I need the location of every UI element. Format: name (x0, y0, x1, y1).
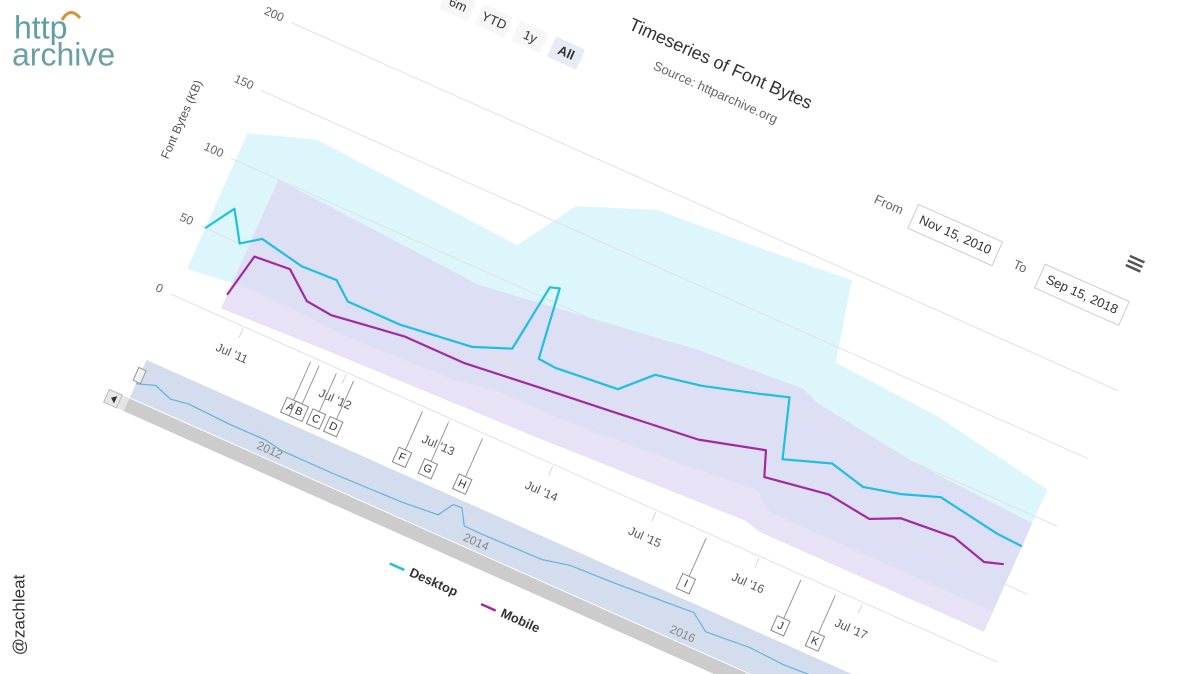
range-band (221, 179, 1033, 632)
scrollbar-arrow-icon (111, 396, 118, 404)
flag-label: B (293, 405, 305, 419)
scrollbar-thumb[interactable] (123, 398, 938, 674)
x-tick (857, 603, 863, 614)
flag-label: J (775, 620, 785, 633)
y-tick-label: 50 (178, 210, 196, 228)
flag-pole (293, 361, 312, 401)
flag-box (451, 473, 473, 495)
logo-arc (60, 11, 82, 21)
flag-label: F (396, 451, 407, 465)
flag-pole (318, 373, 337, 412)
grid-line (170, 293, 998, 663)
from-input[interactable] (907, 203, 1004, 267)
flag-pole (336, 380, 355, 420)
x-tick (651, 512, 657, 522)
flag-pole (688, 537, 707, 577)
legend-marker (480, 603, 497, 612)
to-label: To (1011, 256, 1030, 275)
flag-box (305, 408, 327, 430)
flag-pole (817, 595, 836, 635)
flag-box (391, 446, 413, 469)
navigator-selection[interactable] (129, 359, 956, 674)
grid-line (260, 90, 1088, 460)
grid-line (230, 157, 1058, 527)
range-button[interactable] (475, 4, 513, 37)
flag-box (675, 572, 697, 595)
logo-line1: http (14, 9, 67, 45)
menu-icon-bar[interactable] (1127, 259, 1143, 269)
flag-pole (465, 438, 484, 477)
navigator-tick (456, 505, 474, 544)
navigator-line (135, 383, 940, 674)
x-tick (754, 558, 760, 568)
menu-icon-bar[interactable] (1129, 254, 1145, 264)
grid-line (291, 22, 1119, 392)
x-tick (341, 374, 347, 384)
series-line (226, 255, 1004, 566)
range-button[interactable] (439, 0, 477, 21)
range-button-label[interactable]: 1y (521, 27, 540, 46)
to-input[interactable] (1033, 263, 1130, 327)
menu-icon-bar[interactable] (1125, 263, 1141, 273)
flag-box (804, 630, 826, 652)
range-button[interactable] (511, 20, 549, 53)
grid-line (200, 225, 1028, 595)
credit: @zachleat (9, 574, 28, 655)
x-tick (238, 328, 244, 338)
x-tick (548, 466, 554, 476)
legend-marker (389, 562, 405, 572)
navigator-tick (249, 413, 268, 452)
range-button[interactable] (547, 37, 585, 70)
navigator-handle[interactable] (132, 366, 147, 385)
navigator-tick (662, 597, 681, 636)
flag-pole (404, 411, 423, 451)
series-line (204, 207, 1023, 548)
range-button-label[interactable]: All (556, 42, 577, 62)
flag-box (322, 415, 344, 438)
flag-box (770, 614, 791, 637)
flag-pole (301, 365, 320, 405)
flag-pole (430, 422, 449, 462)
logo-line2: archive (12, 36, 115, 72)
flag-box (288, 400, 310, 423)
flag-box (417, 457, 439, 480)
flag-pole (783, 579, 802, 619)
flag-label: I (682, 578, 690, 590)
